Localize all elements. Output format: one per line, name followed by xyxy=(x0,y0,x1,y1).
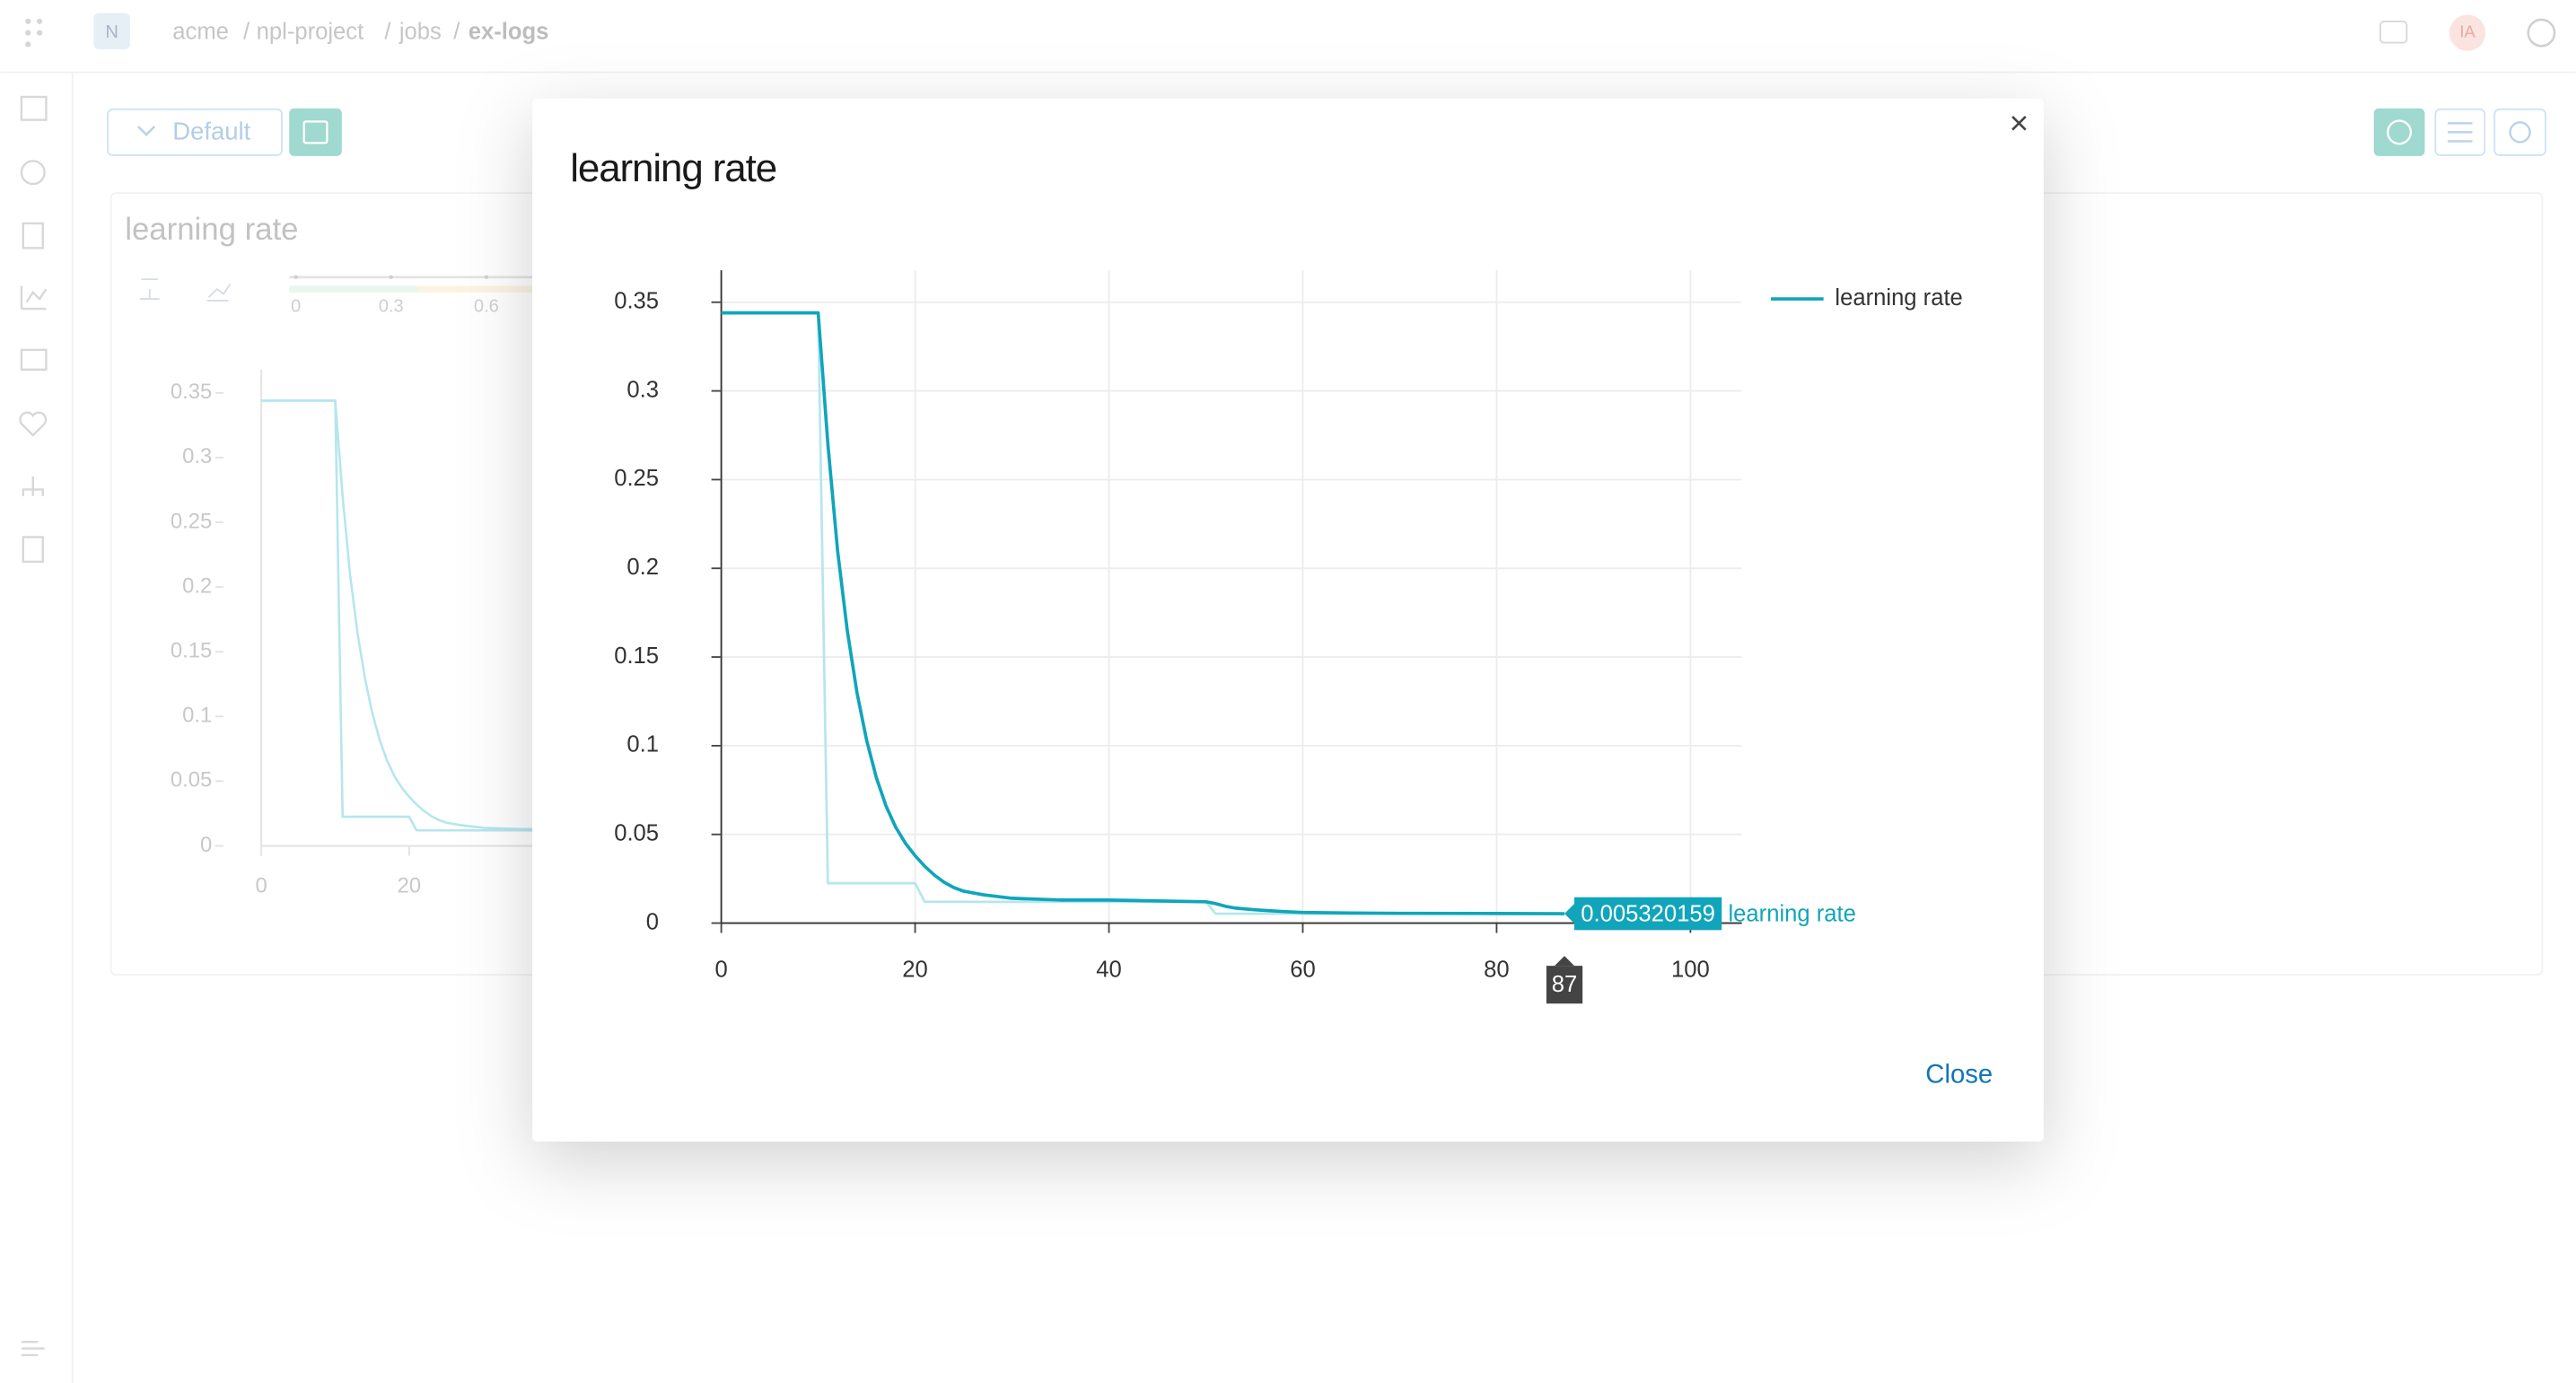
slider-tick xyxy=(294,275,298,279)
slider-tick xyxy=(389,275,393,279)
chevron xyxy=(136,126,156,136)
modal-box xyxy=(532,98,2044,1142)
y-tick-label: 0 xyxy=(200,833,212,857)
separator: / xyxy=(453,19,460,44)
close-button[interactable]: Close xyxy=(1925,1059,1993,1089)
x-tick-label: 60 xyxy=(1290,957,1316,982)
y-tick-label: 0.25 xyxy=(171,509,212,533)
slider-band xyxy=(289,285,418,293)
separator: / xyxy=(384,19,391,44)
breadcrumb[interactable]: acme xyxy=(172,19,229,44)
slider-tick-label: 0 xyxy=(291,297,301,317)
y-tick-label: 0.3 xyxy=(182,444,212,468)
refresh-button[interactable] xyxy=(2493,108,2546,156)
y-tick-label: 0.2 xyxy=(182,573,212,598)
y-tick-label: 0.1 xyxy=(182,704,212,728)
x-tick-label: 0 xyxy=(256,874,267,898)
nav-icon[interactable] xyxy=(20,285,48,311)
panel-icon[interactable] xyxy=(206,284,232,302)
hover-x-box xyxy=(1546,966,1583,1004)
x-tick-label: 40 xyxy=(1096,957,1122,982)
nav-icon[interactable] xyxy=(22,476,44,496)
modal-title: learning rate xyxy=(570,146,776,190)
add-icon xyxy=(2387,119,2413,145)
hover-box xyxy=(1573,897,1722,931)
nav-icon[interactable] xyxy=(22,536,44,564)
nav-icon[interactable] xyxy=(20,160,46,186)
hover-x-value: 87 xyxy=(1552,972,1577,997)
x-tick-label: 100 xyxy=(1671,957,1710,982)
add-button[interactable] xyxy=(2373,108,2425,156)
breadcrumb[interactable]: npl-project xyxy=(257,19,364,44)
y-tick-label: 0.05 xyxy=(614,820,659,845)
slider-tick-label: 0.6 xyxy=(474,297,499,317)
view-name[interactable]: Default xyxy=(172,117,250,144)
slider-band xyxy=(417,285,533,293)
nav-icon[interactable] xyxy=(19,411,48,437)
modal: learning rate 0 0.05 0.1 0.15 0.2 0.25 0.3 0.35… xyxy=(532,98,2044,1142)
hover-pointer xyxy=(1564,904,1574,924)
apps-icon[interactable] xyxy=(25,18,43,48)
y-tick-label: 0.35 xyxy=(171,380,212,404)
collapse-icon[interactable] xyxy=(21,1341,45,1357)
plot: 0 0.05 0.1 0.15 0.2 0.25 0.3 0.35 0 20 40 60 80 100 le… xyxy=(614,270,1963,1004)
slider-tick xyxy=(484,275,489,279)
logo[interactable]: N xyxy=(105,22,118,42)
x-tick-label: 0 xyxy=(714,957,727,982)
help-icon[interactable] xyxy=(2527,18,2556,48)
save-button[interactable] xyxy=(289,108,342,156)
slider-tick-label: 0.3 xyxy=(379,297,404,317)
hover-value: 0.005320159 xyxy=(1581,902,1715,927)
close-icon[interactable] xyxy=(2011,116,2027,131)
legend-label[interactable]: learning rate xyxy=(1835,285,1962,311)
separator: / xyxy=(243,19,250,44)
logo-box[interactable] xyxy=(93,13,130,49)
breadcrumbs: acme / npl-project / jobs / ex-logs xyxy=(172,19,548,44)
y-tick-label: 0.05 xyxy=(171,768,212,792)
x-tick-label: 20 xyxy=(398,874,421,898)
view-select[interactable] xyxy=(107,108,283,156)
nav-icon[interactable] xyxy=(22,222,44,249)
nav-icon[interactable] xyxy=(20,95,48,121)
y-tick-label: 0.15 xyxy=(614,643,659,669)
save-icon xyxy=(302,120,329,144)
y-tick-label: 0.25 xyxy=(614,466,659,491)
breadcrumb[interactable]: jobs xyxy=(399,19,442,44)
y-tick-label: 0.35 xyxy=(614,289,659,314)
sidebar-icons xyxy=(19,95,48,1357)
avatar[interactable] xyxy=(2449,14,2486,51)
refresh-icon xyxy=(2509,121,2531,144)
panel-title: learning rate xyxy=(125,213,298,247)
x-tick-label: 20 xyxy=(902,957,927,982)
nav-icon[interactable] xyxy=(20,348,48,371)
y-tick-label: 0.15 xyxy=(171,638,212,662)
breadcrumb[interactable]: ex-logs xyxy=(469,19,549,44)
y-tick-label: 0 xyxy=(646,909,659,934)
slider-track[interactable] xyxy=(289,276,536,279)
list-icon xyxy=(2448,122,2473,143)
y-tick-label: 0.1 xyxy=(626,732,659,757)
avatar-text[interactable]: IA xyxy=(2459,22,2475,40)
series-line xyxy=(721,311,1565,915)
series-line xyxy=(721,311,1565,915)
hover-series: learning rate xyxy=(1729,902,1856,927)
folder-icon[interactable] xyxy=(2379,20,2408,44)
x-tick-label: 80 xyxy=(1484,957,1510,982)
y-tick-label: 0.3 xyxy=(626,377,659,402)
panel-icon[interactable] xyxy=(139,278,160,301)
hover-x-pointer xyxy=(1555,956,1574,967)
y-tick-label: 0.2 xyxy=(626,555,659,580)
